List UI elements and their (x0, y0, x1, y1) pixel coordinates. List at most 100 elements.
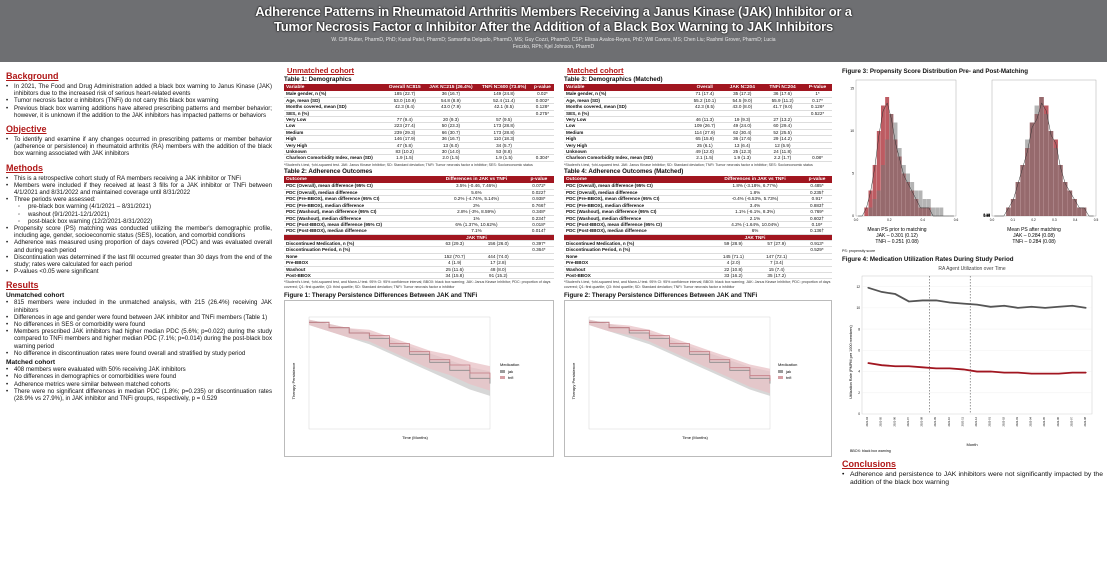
data-point (1003, 372, 1005, 374)
figure2: Therapy Persistence Time (Months) Medica… (564, 299, 832, 457)
table1-row: Very High 47 (5.8) 13 (6.0) 34 (5.7) (284, 142, 554, 150)
table3-cell: 62 (30.4) (722, 129, 763, 137)
table1-row: Months covered, mean (SD) 42.3 (8.4) 43.0 … (284, 103, 554, 111)
x-tick-label: 2022-06 (1056, 416, 1060, 426)
figure3-chart: my_grp jak tnf Mean PS prior to matching… (850, 79, 1098, 245)
table4-cell: PDC (Post-BBOX), mean difference (95% CI… (564, 221, 708, 229)
table2-row: PDC (Post-BBOX), median difference 7.1% 0.… (284, 227, 554, 235)
conclusions-list: Adherence and persistence to JAK inhibit… (842, 471, 1103, 487)
table3-row: Male gender, n (%) 71 (17.4) 35 (17.2) 36 (… (564, 91, 832, 98)
table1-cell: 13 (6.0) (424, 142, 478, 150)
histogram-bar-jak (939, 207, 944, 216)
data-point (921, 299, 924, 302)
table4-cell: PDC (Washout), mean difference (95% CI) (564, 208, 708, 216)
data-point (949, 301, 951, 304)
data-point (867, 287, 869, 289)
table1-cell: 42.1 (8.5) (477, 103, 531, 111)
histogram-bar-jak (897, 148, 902, 216)
table2-row: PDC (Pre-BBOX), median difference 2% 0.766… (284, 202, 554, 210)
table2-jak-value: 25 (11.6) (445, 266, 464, 272)
table1-cell: 53.0 (10.9) (384, 97, 425, 105)
histogram-y-tick: 0.08 (983, 214, 990, 218)
table4-cell: 0.136† (802, 227, 832, 235)
table3-row: SES, n (%) 0.522* (564, 110, 832, 118)
table3-cell: 41.7 (9.0) (762, 103, 804, 111)
table2-cell (523, 259, 554, 267)
table3-row: Very Low 46 (11.3) 19 (9.3) 27 (13.2) (564, 116, 832, 124)
table3-cell: 43.0 (8.0) (722, 103, 763, 111)
figure1-legend-jak: jak (507, 369, 513, 374)
table2-row: PDC (Pre-BBOX), mean difference (95% CI)… (284, 195, 554, 203)
table3-cell: 55.9 (11.2) (762, 97, 804, 105)
table4-cell: 3.4% (707, 202, 803, 210)
table3-cell (803, 129, 832, 137)
table2-cell: 0.397* (523, 240, 554, 248)
data-point (990, 306, 992, 308)
figure1-legend-tnfi-swatch (500, 375, 505, 379)
histogram-y-tick: 0.12 (983, 213, 990, 217)
table1-cell: 36 (16.7) (424, 91, 478, 98)
table4-jak-value: 4 (2.0) (726, 260, 741, 266)
table2-header-cell: Differences in JAK vs TNFi (429, 176, 524, 184)
methods-bullet: This is a retrospective cohort study of … (6, 175, 272, 182)
table2-cell: 0.022† (523, 189, 554, 197)
table3-row: Unknown 49 (12.0) 25 (12.3) 24 (11.8) (564, 148, 832, 156)
table1-cell: 173 (28.8) (477, 122, 531, 130)
table2-cell: PDC (Post-BBOX), median difference (284, 227, 430, 235)
table2-jak-value: 34 (15.8) (445, 272, 464, 278)
figure2-chart: Therapy Persistence Time (Months) Medica… (571, 316, 797, 440)
data-point (1085, 307, 1087, 309)
table2-cell: 2.8% (-3%, 8.59%) (429, 208, 524, 216)
conclusions-heading: Conclusions (842, 459, 897, 469)
figure1-caption: Figure 1: Therapy Persistence Difference… (284, 291, 478, 299)
table4-caption: Table 4: Adherence Outcomes (Matched) (564, 168, 684, 176)
table4: Outcome Differences in JAK vs TNFi p-value… (564, 176, 832, 280)
table1-cell: 83 (10.2) (384, 148, 425, 156)
data-point (949, 367, 951, 369)
table2-disc-row: Washout 25 (11.6) 48 (8.0) (284, 266, 554, 274)
data-point (881, 291, 883, 293)
table3-cell: 36 (17.6) (762, 91, 804, 98)
x-tick-label: 2021-04 (865, 416, 869, 426)
figure4-caption: Figure 4: Medication Utilization Rates D… (842, 256, 1014, 263)
table2-disc-row: Post-BBOX 34 (15.8) 91 (15.2) (284, 272, 554, 280)
data-point (894, 293, 896, 295)
figure3-left-note1: Mean PS prior to matching (867, 227, 926, 233)
histogram-bar-jak (1062, 182, 1068, 216)
table3-cell: 29 (14.2) (762, 135, 804, 143)
data-point (1044, 373, 1046, 375)
table3-cell: 114 (27.9) (686, 129, 723, 137)
table3-cell: 35 (17.2) (722, 91, 763, 98)
table2-footnote: *Student's t-test, †chi-squared test, an… (284, 280, 551, 289)
table2-disc-row: None 152 (70.7) 444 (74.0) (284, 253, 554, 261)
table3-cell: 55.2 (10.1) (686, 97, 723, 105)
table1-cell: 52.4 (11.4) (477, 97, 531, 105)
x-tick-label: 2022-03 (1015, 416, 1019, 426)
histogram-bar-jak (1010, 199, 1016, 216)
table2-cell: 6% (1.37%, 10.62%) (429, 221, 524, 229)
table3-cell: Medium (564, 129, 687, 137)
right-column: Figure 3: Propensity Score Distribution … (838, 62, 1107, 570)
background-heading: Background (6, 71, 59, 81)
histogram-x-tick: 0.3 (1052, 218, 1057, 222)
table2-cell: PDC (Pre-BBOX), mean difference (95% CI) (284, 195, 430, 203)
figure1-legend-title: Medication (500, 362, 519, 367)
table1-cell: 53 (8.8) (477, 148, 531, 156)
figure3-caption: Figure 3: Propensity Score Distribution … (842, 68, 1028, 75)
table2-cell (523, 266, 554, 274)
table3-header-cell: Variable (564, 84, 687, 92)
table4-cell (802, 259, 832, 267)
objective-bullet: To identify and examine if any changes o… (6, 136, 272, 158)
histogram-x-tick: 0.4 (1073, 218, 1078, 222)
table2-cell: 5.6% (429, 189, 524, 197)
poster-title-line2: Tumor Necrosis Factor α Inhibitor After … (273, 19, 833, 34)
table4-row: PDC (Post-BBOX), median difference 6% 0.13… (564, 227, 832, 235)
histogram-bar-jak (1015, 182, 1021, 216)
results-unmatched-heading: Unmatched cohort (6, 292, 65, 300)
table4-cell: 1.8% (-3.18%, 6.77%) (707, 183, 803, 190)
table3-cell: 2.2 (1.7) (762, 154, 804, 162)
table2-row: PDC (Overall), median difference 5.6% 0.02… (284, 189, 554, 197)
table4-cell: Pre-BBOX (564, 259, 708, 267)
histogram-bar-tnf (876, 131, 881, 216)
data-point (935, 367, 937, 369)
